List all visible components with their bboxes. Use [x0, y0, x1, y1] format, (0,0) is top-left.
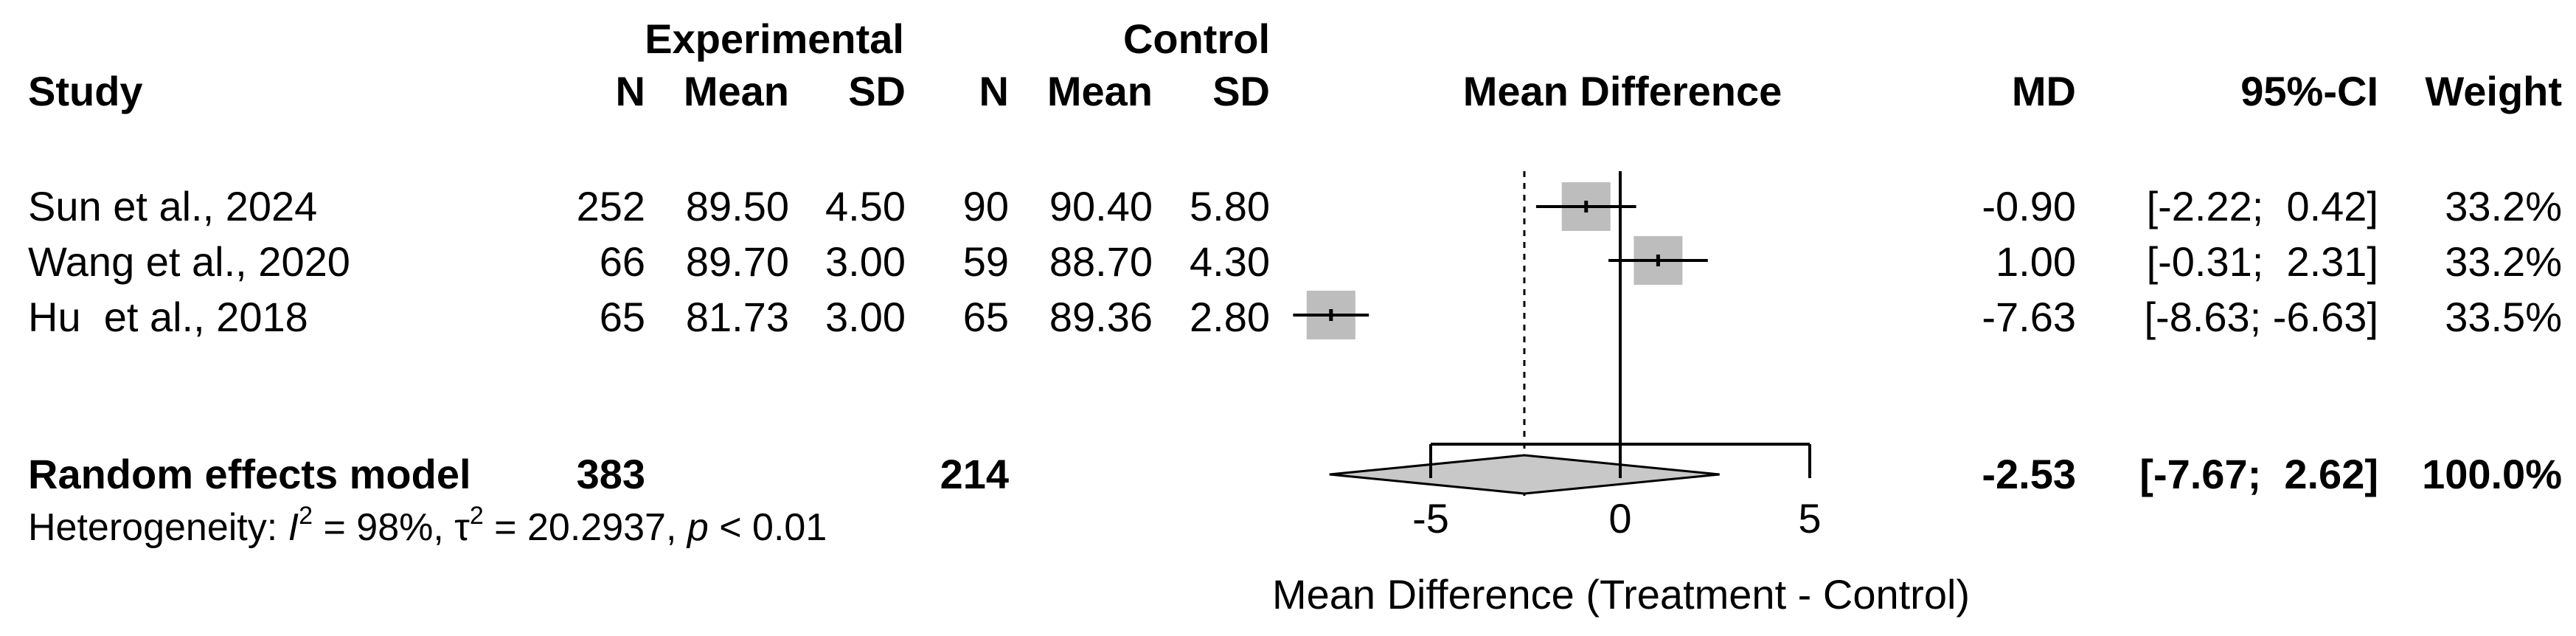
study-name: Hu et al., 2018	[28, 294, 308, 340]
column-header-study: Study	[28, 68, 143, 114]
study-row: Hu et al., 2018 65 81.73 3.00 65 89.36 2…	[28, 294, 2562, 340]
heterogeneity-text: Heterogeneity: I2 = 98%, τ2 = 20.2937, p…	[28, 502, 827, 549]
plot-marks: -5 0 5	[1293, 171, 1822, 542]
pooled-md-value: -2.53	[1982, 451, 2076, 497]
ctrl-mean: 90.40	[1049, 183, 1153, 229]
het-p-value: < 0.01	[709, 506, 827, 549]
weight-value: 33.2%	[2445, 238, 2562, 285]
exp-mean: 81.73	[686, 294, 789, 340]
pooled-exp-n: 383	[577, 451, 645, 497]
ci-value: [-8.63; -6.63]	[2144, 294, 2378, 340]
column-header-ctrl-sd: SD	[1212, 68, 1270, 114]
ctrl-sd: 2.80	[1190, 294, 1270, 340]
pooled-diamond	[1329, 454, 1720, 495]
exp-mean: 89.70	[686, 238, 789, 285]
exp-n: 66	[600, 238, 645, 285]
study-name: Sun et al., 2024	[28, 183, 317, 229]
x-axis-tick-label: 5	[1798, 495, 1821, 542]
ci-value: [-0.31; 2.31]	[2147, 238, 2378, 285]
ctrl-n: 65	[963, 294, 1009, 340]
het-p-symbol: p	[686, 506, 709, 549]
ci-value: [-2.22; 0.42]	[2147, 183, 2378, 229]
het-i-sup: 2	[299, 502, 313, 530]
column-header-md: MD	[2012, 68, 2076, 114]
ctrl-sd: 5.80	[1190, 183, 1270, 229]
het-i2-value: = 98%,	[313, 506, 454, 549]
md-value: -7.63	[1982, 294, 2076, 340]
study-row: Wang et al., 2020 66 89.70 3.00 59 88.70…	[28, 238, 2562, 285]
het-tau-sup: 2	[470, 502, 484, 530]
header-experimental: Experimental	[645, 15, 904, 62]
study-name: Wang et al., 2020	[28, 238, 350, 285]
column-header-weight: Weight	[2425, 68, 2562, 114]
het-i-symbol: I	[288, 506, 299, 549]
x-axis-tick-label: 0	[1608, 495, 1631, 542]
exp-n: 252	[577, 183, 645, 229]
pooled-row: Random effects model 383 214 -2.53 [-7.6…	[28, 451, 2562, 497]
column-header-ci: 95%-CI	[2240, 68, 2378, 114]
exp-n: 65	[600, 294, 645, 340]
het-tau-value: = 20.2937,	[484, 506, 687, 549]
header-control: Control	[1123, 15, 1270, 62]
ctrl-n: 59	[963, 238, 1009, 285]
study-row: Sun et al., 2024 252 89.50 4.50 90 90.40…	[28, 183, 2562, 229]
ctrl-sd: 4.30	[1190, 238, 1270, 285]
column-header-ctrl-mean: Mean	[1047, 68, 1153, 114]
ctrl-mean: 89.36	[1049, 294, 1153, 340]
column-header-exp-sd: SD	[848, 68, 906, 114]
pooled-ctrl-n: 214	[940, 451, 1009, 497]
pooled-weight-value: 100.0%	[2422, 451, 2562, 497]
exp-sd: 4.50	[825, 183, 906, 229]
het-tau-symbol: τ	[454, 506, 470, 549]
ctrl-n: 90	[963, 183, 1009, 229]
weight-value: 33.5%	[2445, 294, 2562, 340]
het-prefix: Heterogeneity:	[28, 506, 288, 549]
pooled-ci-value: [-7.67; 2.62]	[2139, 451, 2378, 497]
exp-sd: 3.00	[825, 294, 906, 340]
exp-mean: 89.50	[686, 183, 789, 229]
ctrl-mean: 88.70	[1049, 238, 1153, 285]
weight-value: 33.2%	[2445, 183, 2562, 229]
md-value: 1.00	[1996, 238, 2076, 285]
md-value: -0.90	[1982, 183, 2076, 229]
column-header-exp-mean: Mean	[684, 68, 789, 114]
x-axis-label: Mean Difference (Treatment - Control)	[1272, 571, 1970, 618]
column-header-plot: Mean Difference	[1463, 68, 1782, 114]
x-axis-tick-label: -5	[1412, 495, 1449, 542]
column-header-ctrl-n: N	[979, 68, 1009, 114]
column-header-exp-n: N	[616, 68, 645, 114]
exp-sd: 3.00	[825, 238, 906, 285]
pooled-name: Random effects model	[28, 451, 471, 497]
